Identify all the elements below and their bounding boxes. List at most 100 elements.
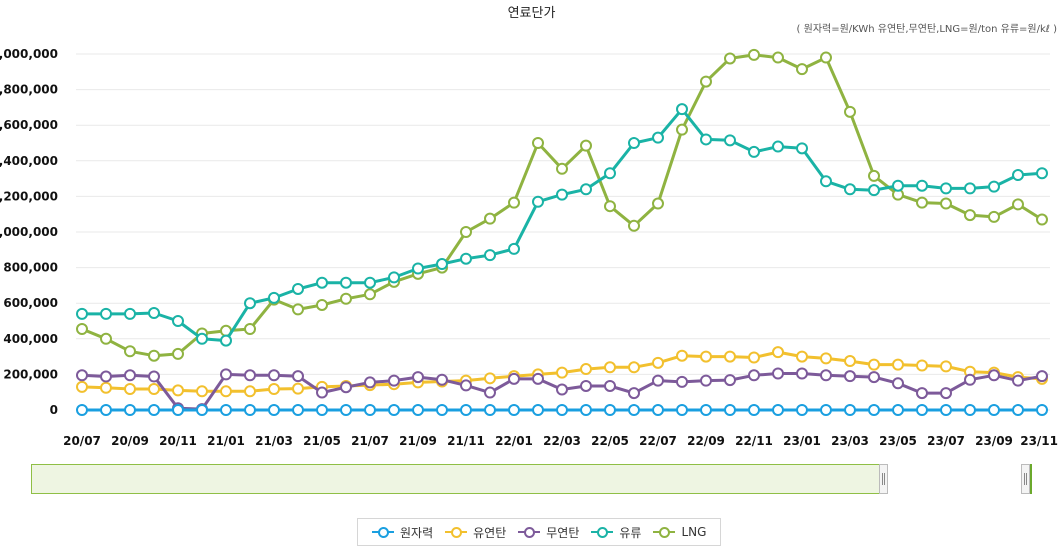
x-tick-label: 20/11 [159, 434, 197, 448]
x-tick-label: 20/09 [111, 434, 149, 448]
y-axis-ticks: 0 200,000 400,000 600,000 800,000 1,000,000 1,… [0, 47, 58, 417]
data-point [292, 282, 304, 295]
data-point [148, 370, 160, 383]
data-point [340, 381, 352, 394]
data-point [508, 196, 520, 209]
data-point [628, 387, 640, 400]
data-point [364, 403, 376, 416]
data-point [580, 363, 592, 376]
data-point [676, 123, 688, 136]
data-point [748, 145, 760, 158]
data-point [724, 350, 736, 363]
data-point [940, 403, 952, 416]
data-point [148, 306, 160, 319]
data-point [580, 139, 592, 152]
x-tick-label: 22/09 [687, 434, 725, 448]
data-point [532, 403, 544, 416]
legend-item[interactable]: 무연탄 [518, 524, 579, 541]
legend-item[interactable]: LNG [653, 525, 706, 539]
data-point [628, 137, 640, 149]
data-point [820, 352, 832, 365]
data-point [100, 403, 112, 416]
range-navigator[interactable] [31, 464, 1032, 494]
data-point [964, 403, 976, 416]
data-point [556, 366, 568, 379]
data-point [172, 315, 184, 327]
data-point [460, 252, 472, 265]
navigator-left-handle[interactable] [879, 464, 888, 494]
data-point [388, 271, 400, 284]
data-point [220, 334, 232, 347]
data-point [292, 403, 304, 416]
data-point [124, 369, 136, 382]
y-tick-label: 1,200,000 [0, 189, 58, 203]
data-point [748, 48, 760, 61]
legend-item[interactable]: 원자력 [372, 524, 433, 541]
data-point [124, 382, 136, 395]
data-point [892, 179, 904, 192]
data-point [316, 386, 328, 399]
data-point [700, 133, 712, 146]
data-point [844, 105, 856, 118]
data-point [868, 184, 880, 197]
data-point [772, 367, 784, 380]
data-point [892, 403, 904, 416]
x-tick-label: 22/05 [591, 434, 629, 448]
data-point [700, 374, 712, 387]
data-point [460, 403, 472, 416]
data-point [700, 75, 712, 88]
navigator-right-handle[interactable] [1021, 464, 1030, 494]
x-tick-label: 21/05 [303, 434, 341, 448]
data-point [628, 361, 640, 374]
data-point [268, 382, 280, 395]
data-point [964, 373, 976, 386]
data-point [196, 385, 208, 398]
data-point [244, 369, 256, 382]
series-4 [76, 48, 1048, 362]
data-point [100, 370, 112, 383]
data-point [196, 403, 208, 416]
legend-item[interactable]: 유연탄 [445, 524, 506, 541]
legend-marker-icon [445, 526, 468, 538]
series-3 [76, 103, 1048, 347]
data-point [916, 403, 928, 416]
data-point [436, 258, 448, 271]
data-point [244, 297, 256, 310]
x-tick-label: 21/03 [255, 434, 293, 448]
data-point [604, 361, 616, 374]
data-point [484, 386, 496, 399]
legend-item[interactable]: 유류 [591, 524, 641, 541]
data-point [724, 134, 736, 147]
data-point [892, 358, 904, 371]
navigator-selected-range[interactable] [31, 464, 881, 494]
y-tick-label: 200,000 [3, 367, 58, 381]
data-point [796, 350, 808, 363]
data-point [436, 403, 448, 416]
series-0 [76, 403, 1048, 416]
legend-marker-icon [372, 526, 394, 538]
data-point [988, 403, 1000, 416]
y-tick-label: 1,000,000 [0, 225, 58, 239]
data-point [76, 369, 88, 382]
data-point [1036, 370, 1048, 383]
data-point [796, 367, 808, 380]
data-point [556, 403, 568, 416]
data-point [820, 369, 832, 382]
data-point [796, 142, 808, 155]
data-point [244, 323, 256, 336]
grid [76, 53, 1050, 411]
data-point [556, 383, 568, 396]
data-point [484, 249, 496, 262]
x-tick-label: 23/05 [879, 434, 917, 448]
data-point [628, 219, 640, 232]
line-chart: 0 200,000 400,000 600,000 800,000 1,000,000 1,… [0, 47, 1058, 448]
data-point [172, 384, 184, 397]
data-point [364, 276, 376, 289]
data-point [988, 180, 1000, 193]
data-point [460, 226, 472, 238]
series-line [82, 107, 1043, 343]
data-point [652, 197, 664, 210]
data-point [1012, 169, 1024, 182]
data-point [316, 403, 328, 416]
data-point [916, 387, 928, 400]
